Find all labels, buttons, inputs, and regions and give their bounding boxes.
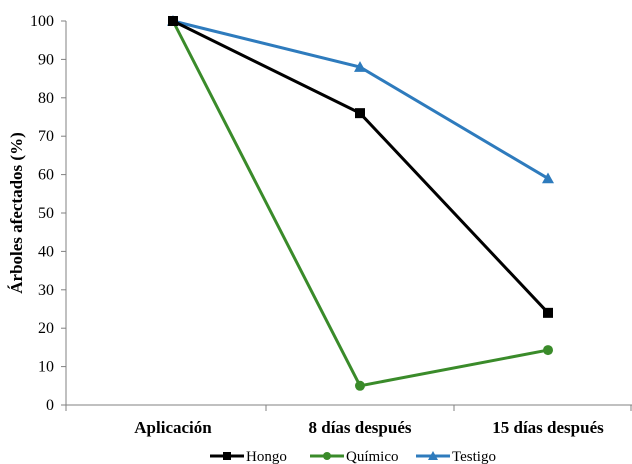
series-line	[172, 19, 549, 180]
data-point	[543, 307, 553, 318]
x-axis-categories: Aplicación 8 días después 15 días después	[134, 418, 604, 437]
data-point	[168, 16, 178, 26]
legend-label: Testigo	[452, 449, 496, 464]
legend-swatch-marker	[428, 451, 438, 460]
legend-item: Testigo	[416, 449, 496, 464]
legend-label: Químico	[346, 449, 399, 464]
y-tick-label: 70	[38, 128, 54, 145]
series-testigo	[167, 15, 554, 184]
legend-label: Hongo	[246, 449, 287, 464]
y-tick-label: 30	[38, 282, 54, 299]
data-point	[542, 172, 554, 184]
data-point	[354, 61, 366, 72]
y-tick-label: 90	[38, 51, 54, 68]
series-group	[167, 15, 554, 391]
y-tick-label: 50	[38, 205, 54, 222]
y-tick-label: 20	[38, 320, 54, 337]
y-axis-ticks: 0 10 20 30 40 50 60 70 80 90 100	[30, 13, 66, 414]
y-tick-label: 40	[38, 243, 54, 260]
legend: Hongo Químico Testigo	[210, 449, 496, 464]
series-hongo	[168, 16, 553, 318]
x-category-label: Aplicación	[134, 418, 212, 437]
series-line	[171, 20, 549, 388]
y-tick-label: 0	[46, 397, 54, 414]
legend-swatch-marker	[323, 452, 331, 460]
data-point	[355, 380, 365, 391]
data-point	[543, 345, 553, 356]
legend-swatch-marker	[223, 452, 231, 460]
legend-item: Químico	[310, 449, 399, 464]
y-tick-label: 10	[38, 359, 54, 376]
x-category-label: 8 días después	[309, 418, 412, 437]
data-point	[355, 108, 365, 119]
series-quimico	[168, 16, 553, 391]
legend-item: Hongo	[210, 449, 287, 464]
y-tick-label: 80	[38, 90, 54, 107]
x-category-label: 15 días después	[492, 418, 604, 437]
y-tick-label: 100	[30, 13, 54, 30]
y-axis-title: Árboles afectados (%)	[7, 132, 26, 293]
y-tick-label: 60	[38, 167, 54, 184]
